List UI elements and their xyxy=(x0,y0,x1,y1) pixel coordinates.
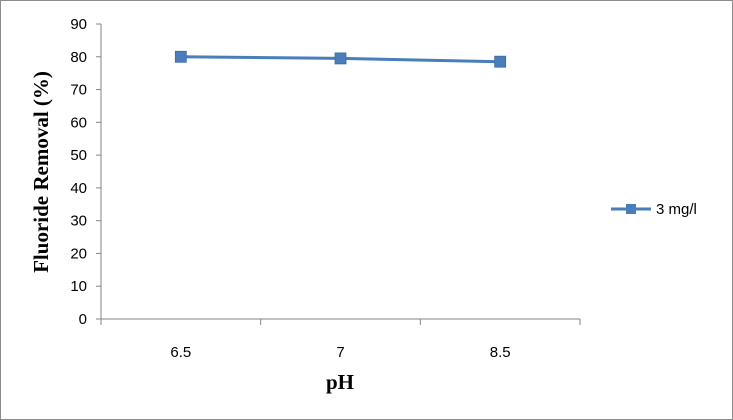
x-ticks: 6.5 7 8.5 xyxy=(100,319,581,361)
y-axis-title: Fluoride Removal (%) xyxy=(29,71,53,273)
legend-label: 3 mg/l xyxy=(656,201,697,218)
y-ticks: 0 10 20 30 40 50 60 70 80 90 xyxy=(70,16,101,328)
x-tick-label: 7 xyxy=(336,344,344,361)
y-tick-label: 90 xyxy=(70,16,87,33)
legend-marker xyxy=(626,204,636,214)
y-tick-label: 40 xyxy=(70,180,87,197)
legend: 3 mg/l xyxy=(611,201,697,218)
series-layer xyxy=(174,50,507,68)
y-tick-label: 30 xyxy=(70,213,87,230)
y-tick-label: 60 xyxy=(70,114,87,131)
y-tick-label: 10 xyxy=(70,278,87,295)
y-tick-label: 50 xyxy=(70,147,87,164)
y-tick-label: 0 xyxy=(79,311,87,328)
data-point xyxy=(494,55,507,68)
x-tick-label: 6.5 xyxy=(170,344,191,361)
data-point xyxy=(334,52,347,65)
x-axis-title: pH xyxy=(326,370,354,394)
y-tick-label: 70 xyxy=(70,82,87,99)
data-point xyxy=(174,50,187,63)
x-tick-label: 8.5 xyxy=(490,344,511,361)
y-tick-label: 20 xyxy=(70,245,87,262)
y-tick-label: 80 xyxy=(70,49,87,66)
